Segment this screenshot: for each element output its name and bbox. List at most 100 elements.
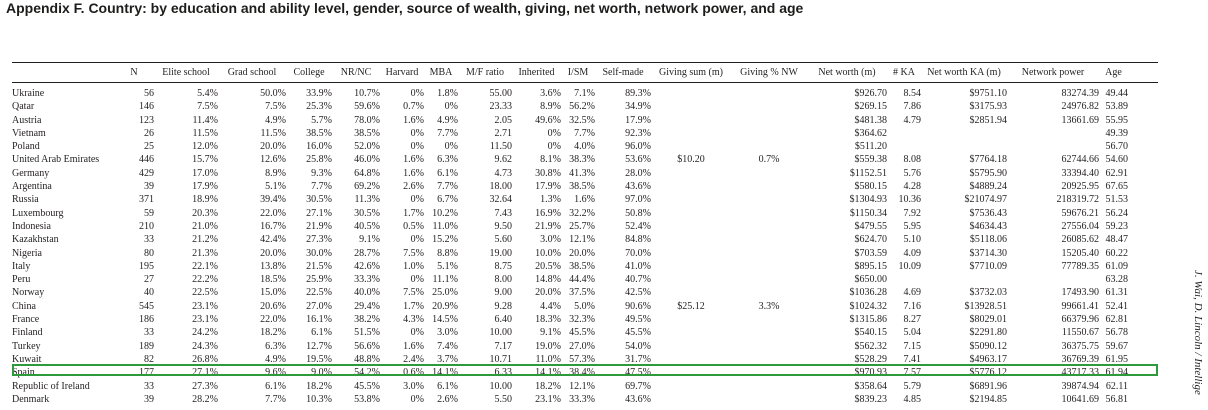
table-cell: 9.3% bbox=[311, 167, 332, 179]
table-cell: 1.7% bbox=[403, 300, 424, 312]
table-cell: 9.62 bbox=[494, 154, 513, 166]
table-cell: 25 bbox=[144, 141, 154, 153]
table-cell: 7.7% bbox=[265, 393, 286, 405]
table-cell bbox=[651, 340, 731, 353]
table-cell: 32.5% bbox=[569, 114, 595, 126]
table-cell: 40.7% bbox=[625, 274, 651, 286]
table-row: Italy 195 22.1% 13.8% 21.5% 42.6% 1.0% 5.1% 8.75… bbox=[12, 260, 1128, 273]
table-cell: 42.5% bbox=[625, 287, 651, 299]
table-cell: 20.0% bbox=[569, 247, 595, 259]
column-header: I/SM bbox=[567, 67, 589, 78]
table-row: Vietnam 26 11.5% 11.5% 38.5% 38.5% 0% 7.7% 2.71 0… bbox=[12, 127, 1128, 140]
table-cell: 30.8% bbox=[535, 167, 561, 179]
table-cell: $4889.24 bbox=[969, 181, 1008, 193]
table-cell: 446 bbox=[139, 154, 154, 166]
table-cell bbox=[731, 180, 807, 193]
table-cell: 43.6% bbox=[625, 393, 651, 405]
table-cell: 1.7% bbox=[403, 207, 424, 219]
table-cell: 210 bbox=[139, 220, 154, 232]
table-cell: 12.1% bbox=[569, 234, 595, 246]
table-cell: 13661.69 bbox=[1061, 114, 1100, 126]
table-row: Ukraine 56 5.4% 50.0% 33.9% 10.7% 0% 1.8% 55.00 3… bbox=[12, 87, 1128, 100]
table-cell: 38.5% bbox=[569, 260, 595, 272]
table-cell: 6.1% bbox=[437, 167, 458, 179]
table-cell: 6.3% bbox=[437, 154, 458, 166]
table-cell bbox=[731, 233, 807, 246]
country-cell: Italy bbox=[12, 260, 31, 272]
table-cell: 0% bbox=[410, 141, 424, 153]
table-cell: 38.5% bbox=[569, 181, 595, 193]
table-cell: 7.5% bbox=[403, 287, 424, 299]
table-cell: 23.1% bbox=[192, 300, 218, 312]
table-cell: 22.2% bbox=[192, 274, 218, 286]
table-cell: 22.0% bbox=[260, 207, 286, 219]
table-cell: 27556.04 bbox=[1061, 220, 1100, 232]
table-cell: 11.3% bbox=[354, 194, 380, 206]
table-cell: 5.50 bbox=[494, 393, 513, 405]
table-cell: 1.6% bbox=[403, 114, 424, 126]
table-cell: 59.6% bbox=[354, 101, 380, 113]
country-cell: Norway bbox=[12, 287, 45, 299]
table-cell bbox=[651, 326, 731, 339]
table-cell: 3.0% bbox=[437, 327, 458, 339]
table-cell: 45.5% bbox=[625, 327, 651, 339]
table-cell: $1024.32 bbox=[849, 300, 888, 312]
country-cell: United Arab Emirates bbox=[12, 154, 100, 166]
table-cell: 6.1% bbox=[311, 327, 332, 339]
table-cell: 69.2% bbox=[354, 181, 380, 193]
table-cell: 28.2% bbox=[192, 393, 218, 405]
table-cell: 10641.69 bbox=[1061, 393, 1100, 405]
table-cell: 0.7% bbox=[758, 154, 780, 166]
table-row: Turkey 189 24.3% 6.3% 12.7% 56.6% 1.6% 7.4% 7.17… bbox=[12, 340, 1128, 353]
table-cell: 83274.39 bbox=[1061, 88, 1100, 99]
country-cell: Germany bbox=[12, 167, 50, 179]
table-cell: 14.8% bbox=[535, 274, 561, 286]
table-cell bbox=[731, 140, 807, 153]
table-cell: 0% bbox=[547, 141, 561, 153]
table-cell: 30.0% bbox=[306, 247, 332, 259]
table-cell: 12.6% bbox=[260, 154, 286, 166]
table-cell: $25.12 bbox=[677, 300, 705, 312]
table-cell bbox=[1007, 140, 1099, 153]
table-cell: 26.8% bbox=[192, 353, 218, 365]
table-cell: 17.9% bbox=[625, 114, 651, 126]
table-cell: 4.73 bbox=[494, 167, 513, 179]
table-cell: 0% bbox=[410, 393, 424, 405]
table-cell: 5.95 bbox=[903, 220, 922, 232]
table-cell: 33.9% bbox=[306, 88, 332, 99]
table-cell: 97.0% bbox=[625, 194, 651, 206]
table-cell: 14.1% bbox=[535, 367, 561, 379]
table-cell: 7.5% bbox=[265, 101, 286, 113]
country-cell: Republic of Ireland bbox=[12, 380, 90, 392]
table-cell: 50.8% bbox=[625, 207, 651, 219]
table-cell: 12.0% bbox=[192, 141, 218, 153]
table-cell: 27.1% bbox=[192, 367, 218, 379]
table-cell: 16.1% bbox=[306, 314, 332, 326]
table-cell: 53.8% bbox=[354, 393, 380, 405]
table-cell: 80 bbox=[144, 247, 154, 259]
table-cell bbox=[731, 340, 807, 353]
table-cell bbox=[651, 286, 731, 299]
country-cell: Russia bbox=[12, 194, 39, 206]
table-cell: 17.9% bbox=[192, 181, 218, 193]
table-cell: 0% bbox=[410, 194, 424, 206]
table-cell: $5795.90 bbox=[969, 167, 1008, 179]
table-cell: 33394.40 bbox=[1061, 167, 1100, 179]
table-cell: 33 bbox=[144, 327, 154, 339]
table-cell: 53.6% bbox=[625, 154, 651, 166]
table-row: Spain 177 27.1% 9.6% 9.0% 54.2% 0.6% 14.1% 6.33 1… bbox=[12, 366, 1128, 379]
table-cell: 5.4% bbox=[197, 88, 218, 99]
table-cell: 1.6% bbox=[403, 167, 424, 179]
table-cell bbox=[651, 247, 731, 260]
table-cell: 177 bbox=[139, 367, 154, 379]
table-cell: 4.85 bbox=[903, 393, 922, 405]
table-cell bbox=[731, 366, 807, 379]
table-cell: 16.9% bbox=[535, 207, 561, 219]
table-cell: 53.89 bbox=[1105, 101, 1129, 113]
country-cell: Qatar bbox=[12, 101, 35, 113]
table-cell: 51.53 bbox=[1105, 194, 1129, 206]
table-cell: 0.5% bbox=[403, 220, 424, 232]
table-cell: 11.50 bbox=[489, 141, 512, 153]
table-cell: 4.9% bbox=[265, 353, 286, 365]
table-row: Republic of Ireland 33 27.3% 6.1% 18.2% 45.5%… bbox=[12, 380, 1128, 393]
